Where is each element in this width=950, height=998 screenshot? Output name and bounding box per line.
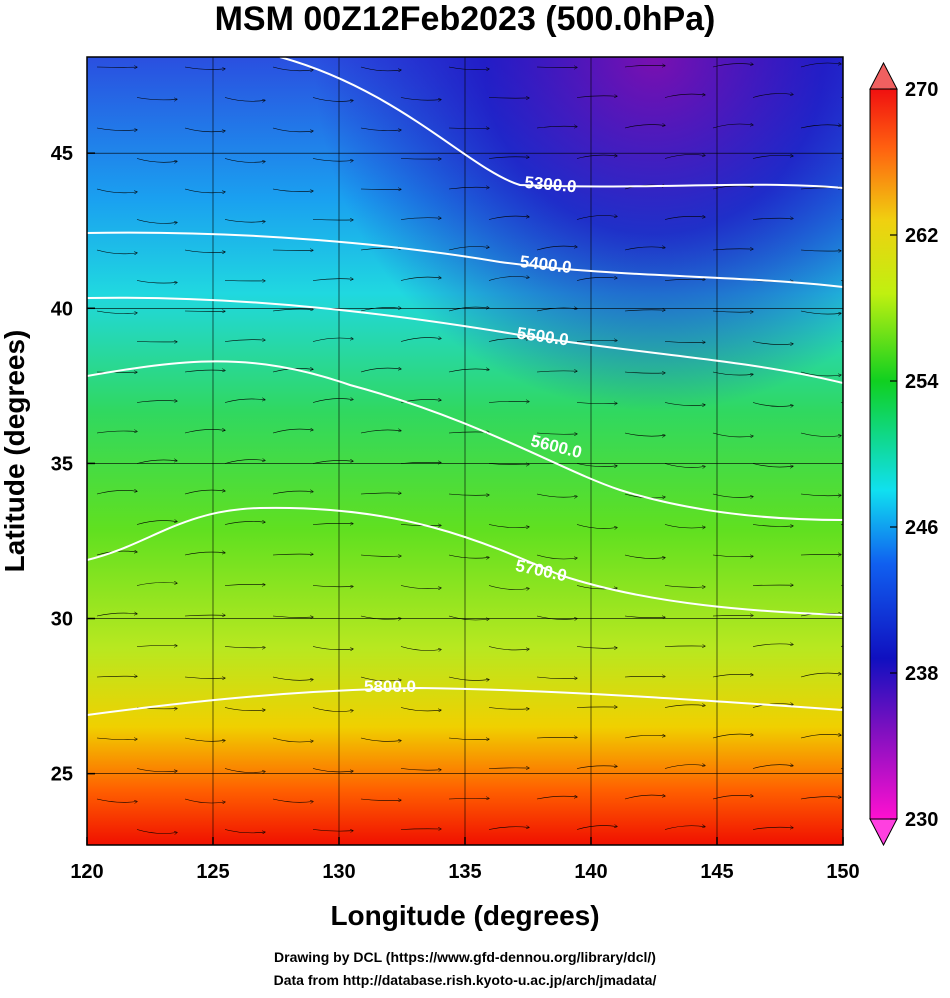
colorbar-max-arrow xyxy=(870,63,897,89)
x-tick-label: 120 xyxy=(70,861,103,883)
y-axis-label: Latitude (degrees) xyxy=(0,330,30,573)
footer-line: Drawing by DCL (https://www.gfd-dennou.o… xyxy=(274,949,656,965)
colorbar-tick-label: 246 xyxy=(905,517,938,539)
colorbar xyxy=(870,89,897,819)
x-tick-label: 140 xyxy=(574,861,607,883)
colorbar-min-arrow xyxy=(870,819,897,845)
footer-line: Data from http://database.rish.kyoto-u.a… xyxy=(274,972,657,988)
x-tick-label: 145 xyxy=(700,861,733,883)
x-tick-label: 150 xyxy=(826,861,859,883)
contour-label: 5800.0 xyxy=(364,677,416,696)
x-tick-label: 125 xyxy=(196,861,229,883)
y-tick-label: 45 xyxy=(51,143,73,165)
chart-title: MSM 00Z12Feb2023 (500.0hPa) xyxy=(215,0,716,38)
x-tick-label: 135 xyxy=(448,861,481,883)
y-tick-label: 35 xyxy=(51,453,73,475)
x-axis-label: Longitude (degrees) xyxy=(330,900,599,931)
colorbar-tick-label: 238 xyxy=(905,663,938,685)
colorbar-tick-label: 262 xyxy=(905,225,938,247)
x-tick-label: 130 xyxy=(322,861,355,883)
y-tick-label: 40 xyxy=(51,298,73,320)
colorbar-tick-label: 270 xyxy=(905,79,938,101)
y-tick-label: 25 xyxy=(51,764,73,786)
y-tick-label: 30 xyxy=(51,609,73,631)
plot-area: 5300.0 5400.0 5500.0 5600.0 5700.0 5800.… xyxy=(87,57,881,845)
colorbar-tick-label: 230 xyxy=(905,809,938,831)
colorbar-tick-label: 254 xyxy=(905,371,939,393)
